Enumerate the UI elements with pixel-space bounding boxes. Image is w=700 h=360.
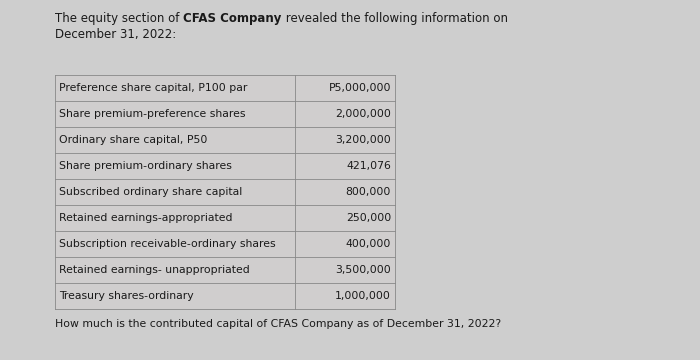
Text: 400,000: 400,000 [346, 239, 391, 249]
Text: 2,000,000: 2,000,000 [335, 109, 391, 119]
Text: 250,000: 250,000 [346, 213, 391, 223]
Text: Share premium-ordinary shares: Share premium-ordinary shares [59, 161, 232, 171]
Text: Preference share capital, P100 par: Preference share capital, P100 par [59, 83, 247, 93]
Text: Retained earnings-appropriated: Retained earnings-appropriated [59, 213, 232, 223]
Text: CFAS Company: CFAS Company [183, 12, 281, 25]
Text: Ordinary share capital, P50: Ordinary share capital, P50 [59, 135, 207, 145]
Text: How much is the contributed capital of CFAS Company as of December 31, 2022?: How much is the contributed capital of C… [55, 319, 501, 329]
Bar [55, 75, 395, 309]
Text: 1,000,000: 1,000,000 [335, 291, 391, 301]
Text: 3,500,000: 3,500,000 [335, 265, 391, 275]
Text: 421,076: 421,076 [346, 161, 391, 171]
Text: Subscribed ordinary share capital: Subscribed ordinary share capital [59, 187, 242, 197]
Text: Treasury shares-ordinary: Treasury shares-ordinary [59, 291, 194, 301]
Text: revealed the following information on: revealed the following information on [281, 12, 508, 25]
Text: December 31, 2022:: December 31, 2022: [55, 28, 176, 41]
Text: The equity section of: The equity section of [55, 12, 183, 25]
Text: Subscription receivable-ordinary shares: Subscription receivable-ordinary shares [59, 239, 276, 249]
Text: Share premium-preference shares: Share premium-preference shares [59, 109, 246, 119]
Text: 800,000: 800,000 [346, 187, 391, 197]
Text: Retained earnings- unappropriated: Retained earnings- unappropriated [59, 265, 250, 275]
Text: P5,000,000: P5,000,000 [328, 83, 391, 93]
Text: 3,200,000: 3,200,000 [335, 135, 391, 145]
